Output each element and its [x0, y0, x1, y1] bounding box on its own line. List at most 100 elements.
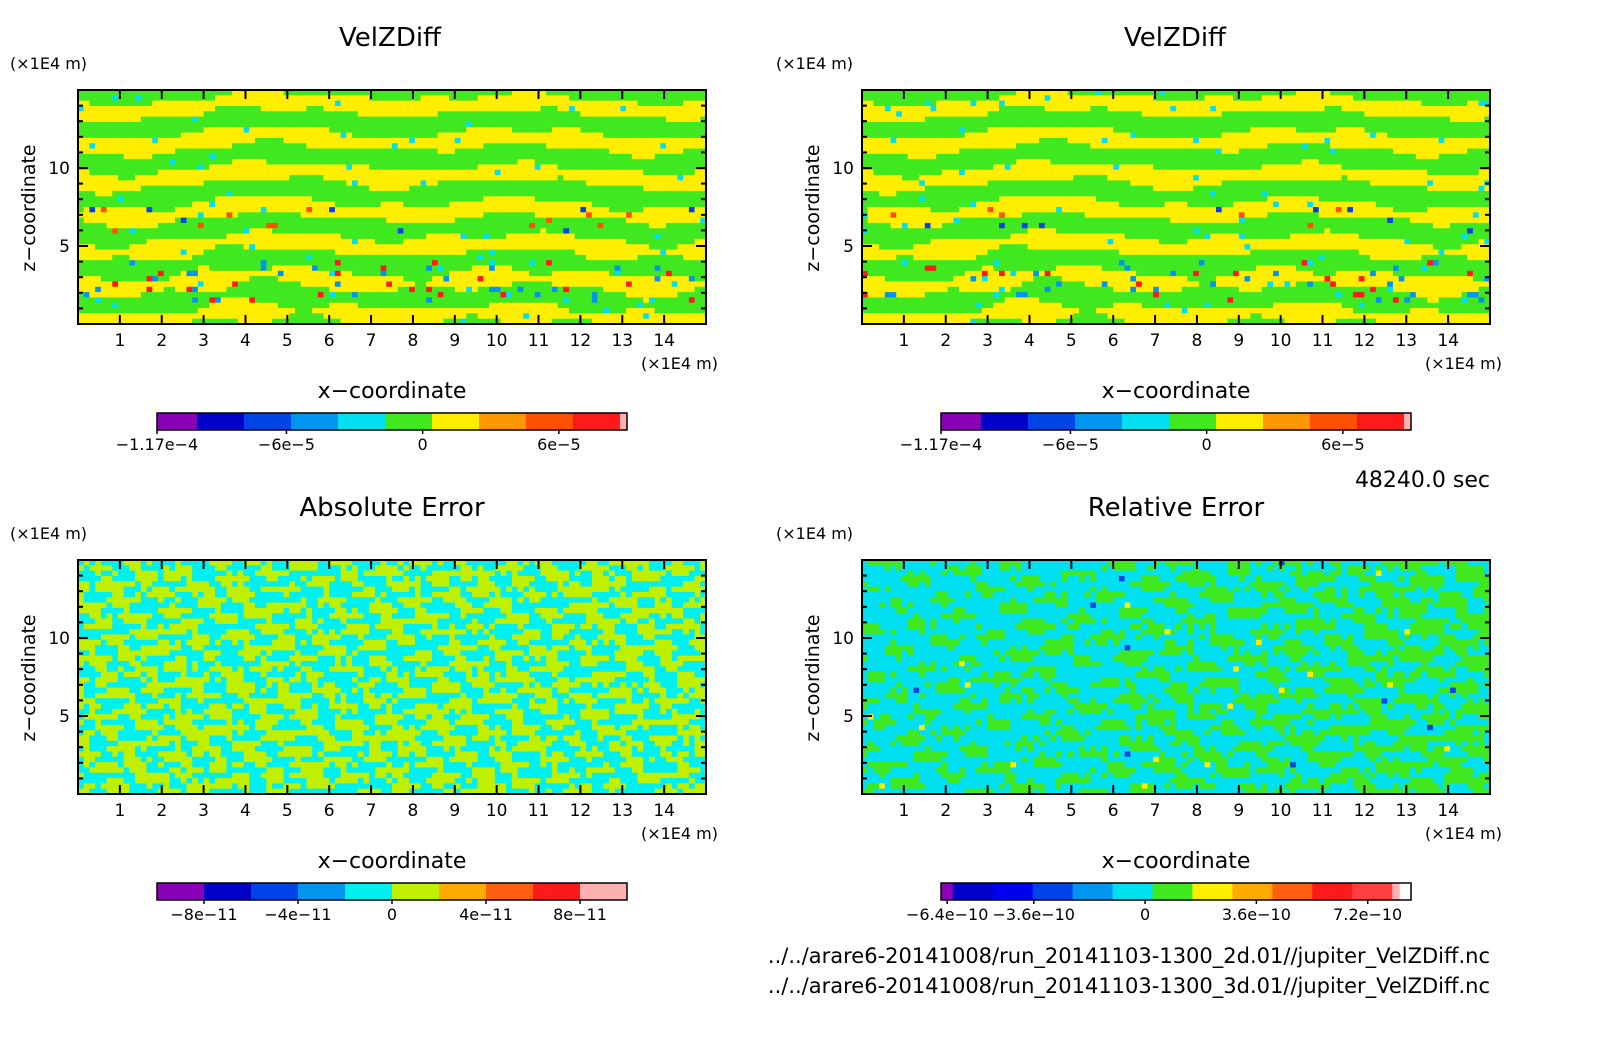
field-cell: [237, 132, 245, 139]
field-cell: [540, 191, 547, 197]
field-cell: [135, 281, 142, 288]
field-cell: [323, 222, 330, 229]
field-cell: [970, 90, 977, 96]
field-cell: [614, 260, 621, 267]
field-cell: [551, 153, 559, 160]
field-cell: [431, 233, 439, 240]
field-cell: [89, 217, 96, 224]
field-cell: [323, 100, 330, 107]
field-cell: [129, 207, 136, 213]
field-cell: [283, 212, 290, 219]
field-cell: [654, 201, 661, 208]
field-cell: [597, 292, 604, 299]
field-cell: [89, 121, 96, 128]
field-cell: [106, 111, 113, 118]
field-cell: [677, 222, 684, 229]
field-cell: [380, 196, 387, 203]
field-cell: [517, 228, 524, 235]
field-cell: [323, 254, 330, 261]
field-cell: [146, 116, 153, 123]
field-cell: [500, 105, 507, 112]
field-cell: [363, 180, 370, 187]
field-cell: [454, 276, 462, 283]
field-cell: [243, 143, 250, 150]
field-cell: [175, 95, 182, 102]
field-cell: [437, 276, 444, 283]
field-cell: [477, 132, 484, 139]
field-cell: [146, 191, 153, 197]
field-cell: [374, 169, 382, 176]
field-cell: [671, 100, 679, 107]
field-cell: [277, 196, 285, 203]
field-cell: [249, 244, 256, 251]
field-cell: [163, 137, 170, 144]
field-cell: [129, 217, 136, 224]
field-cell: [89, 90, 96, 96]
field-cell: [289, 127, 296, 134]
field-cell: [363, 292, 370, 299]
field-cell: [226, 164, 233, 171]
field-cell: [157, 196, 165, 203]
field-cell: [78, 175, 85, 182]
field-cell: [608, 207, 616, 213]
field-cell: [323, 276, 330, 283]
field-cell: [152, 201, 159, 208]
field-cell: [586, 196, 593, 203]
colorbar-segment: [478, 413, 527, 430]
field-cell: [557, 297, 564, 304]
field-cell: [454, 292, 462, 299]
field-cell: [489, 132, 496, 139]
field-cell: [363, 270, 370, 277]
field-cell: [431, 254, 439, 261]
field-cell: [380, 111, 387, 118]
field-cell: [568, 276, 576, 283]
field-cell: [89, 302, 96, 309]
field-cell: [117, 297, 125, 304]
field-cell: [135, 95, 142, 102]
field-cell: [437, 116, 444, 123]
field-cell: [397, 212, 405, 219]
field-cell: [157, 159, 165, 166]
field-cell: [568, 260, 576, 267]
field-cell: [403, 121, 410, 128]
field-cell: [226, 286, 233, 293]
field-cell: [460, 175, 467, 182]
field-cell: [431, 238, 439, 245]
field-cell: [215, 238, 222, 245]
field-cell: [540, 121, 547, 128]
field-cell: [89, 228, 96, 235]
field-cell: [357, 313, 365, 320]
field-cell: [100, 121, 108, 128]
field-cell: [329, 137, 336, 144]
field-cell: [677, 90, 684, 96]
field-cell: [186, 116, 193, 123]
field-cell: [648, 217, 656, 224]
field-cell: [243, 175, 250, 182]
field-cell: [648, 116, 656, 123]
field-cell: [357, 148, 365, 155]
field-cell: [500, 212, 507, 219]
field-cell: [117, 121, 125, 128]
field-cell: [226, 185, 233, 192]
field-cell: [608, 270, 616, 277]
field-cell: [157, 260, 165, 267]
field-cell: [660, 111, 667, 118]
field-cell: [643, 260, 650, 267]
field-cell: [175, 132, 182, 139]
field-cell: [220, 143, 228, 150]
field-cell: [671, 116, 679, 123]
field-cell: [431, 148, 439, 155]
field-cell: [517, 217, 524, 224]
field-cell: [289, 207, 296, 213]
field-cell: [209, 90, 216, 96]
field-cell: [683, 121, 690, 128]
field-cell: [529, 286, 536, 293]
field-cell: [232, 244, 239, 251]
field-cell: [677, 308, 684, 314]
field-cell: [700, 318, 707, 325]
field-cell: [420, 292, 427, 299]
field-cell: [363, 308, 370, 314]
field-cell: [283, 286, 290, 293]
field-cell: [517, 201, 524, 208]
